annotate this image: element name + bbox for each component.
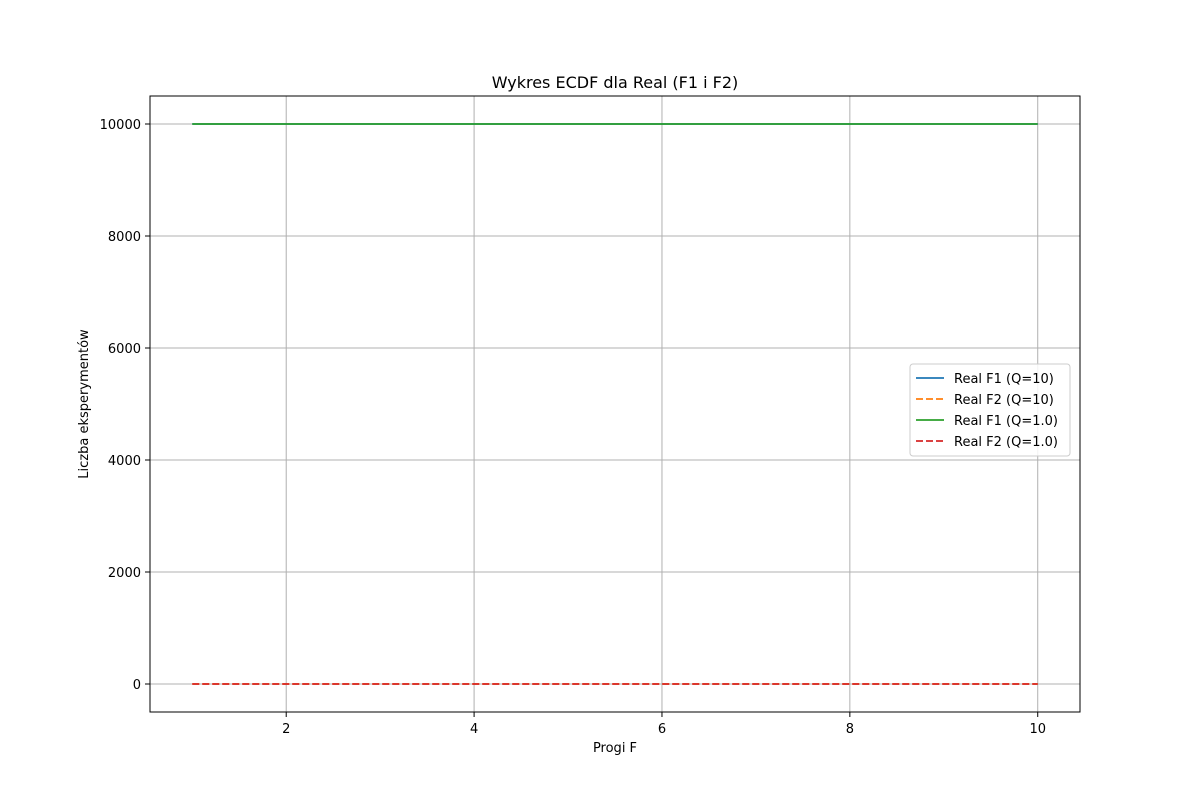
legend-label: Real F2 (Q=1.0) (954, 435, 1058, 450)
series-lines (192, 123, 1038, 685)
x-tick-label: 4 (470, 722, 478, 737)
x-tick-label: 10 (1029, 722, 1046, 737)
x-axis-label: Progi F (593, 741, 637, 756)
chart-title: Wykres ECDF dla Real (F1 i F2) (492, 73, 739, 92)
legend-box (909, 363, 1071, 457)
x-tick-label: 2 (282, 722, 290, 737)
y-axis-label: Liczba eksperymentów (77, 329, 92, 479)
y-tick-label: 0 (133, 678, 141, 693)
axis-ticks: 2 4 6 8 10 0 2000 4000 6000 8000 10000 (100, 118, 1046, 737)
x-tick-label: 6 (658, 722, 666, 737)
y-tick-label: 8000 (108, 230, 141, 245)
y-tick-label: 4000 (108, 454, 141, 469)
y-tick-label: 6000 (108, 342, 141, 357)
plot-area-frame (149, 95, 1081, 713)
legend-label: Real F2 (Q=10) (954, 393, 1054, 408)
y-tick-label: 10000 (100, 118, 141, 133)
legend: Real F1 (Q=10) Real F2 (Q=10) Real F1 (Q=1… (909, 363, 1071, 457)
legend-label: Real F1 (Q=10) (954, 372, 1054, 387)
y-tick-label: 2000 (108, 566, 141, 581)
x-tick-label: 8 (846, 722, 854, 737)
legend-label: Real F1 (Q=1.0) (954, 414, 1058, 429)
